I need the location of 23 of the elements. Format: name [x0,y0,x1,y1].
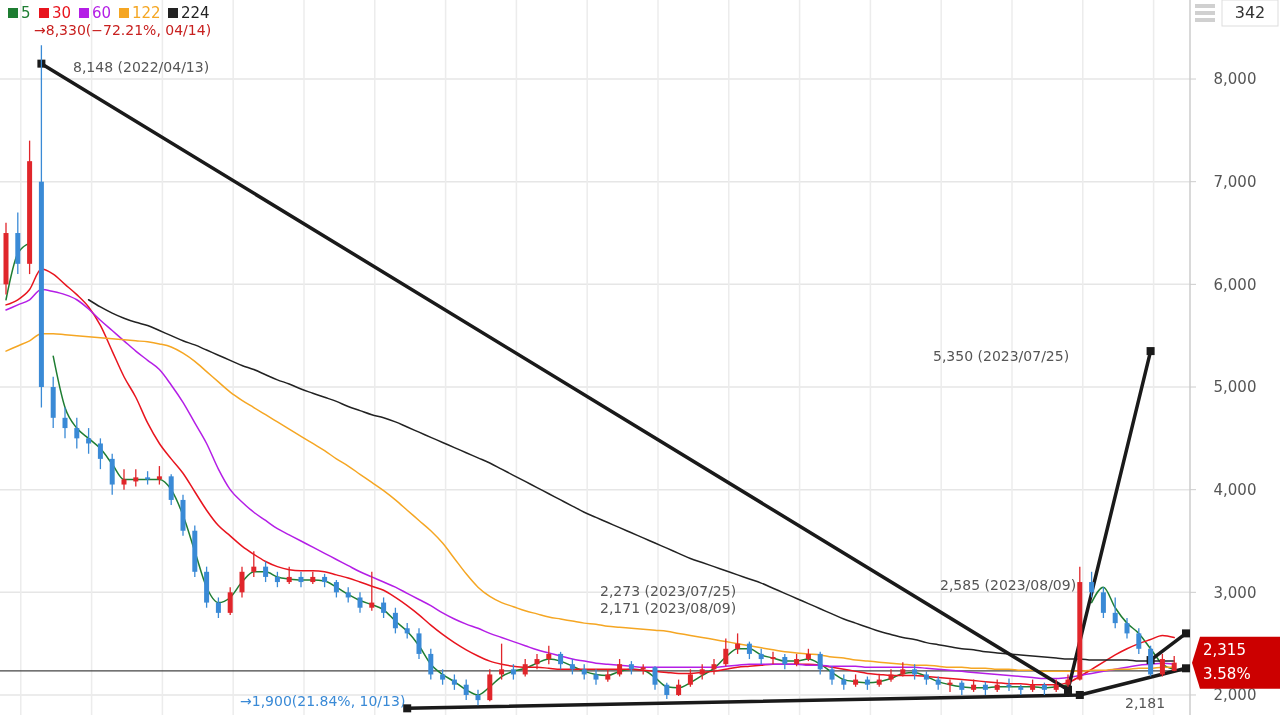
y-tick-label: 3,000 [1213,583,1257,602]
annotation: 2,585 (2023/08/09) [940,577,1077,593]
y-tick-label: 6,000 [1213,275,1257,294]
annotation: →8,330(−72.21%, 04/14) [34,22,212,38]
legend-label: 60 [92,4,112,22]
annotation: 2,273 (2023/07/25) [600,583,737,599]
text: 2,315 [1203,640,1246,659]
text: 342 [1234,3,1266,22]
y-tick-label: 8,000 [1213,70,1257,89]
annotation: 2,181 [1125,695,1166,711]
annotation: →1,900(21.84%, 10/13) [240,693,406,709]
annotation: 2,171 (2023/08/09) [600,600,737,616]
legend-label: 30 [52,4,72,22]
y-tick-label: 2,000 [1213,686,1257,705]
annotation: 8,148 (2022/04/13) [73,59,210,75]
annotation: 5,350 (2023/07/25) [933,348,1070,364]
y-tick-label: 4,000 [1213,480,1257,499]
y-tick-label: 5,000 [1213,378,1257,397]
legend-label: 122 [132,4,161,22]
y-tick-label: 7,000 [1213,172,1257,191]
text: 3.58% [1203,664,1251,683]
legend-label: 5 [21,4,31,22]
legend-label: 224 [181,4,210,22]
